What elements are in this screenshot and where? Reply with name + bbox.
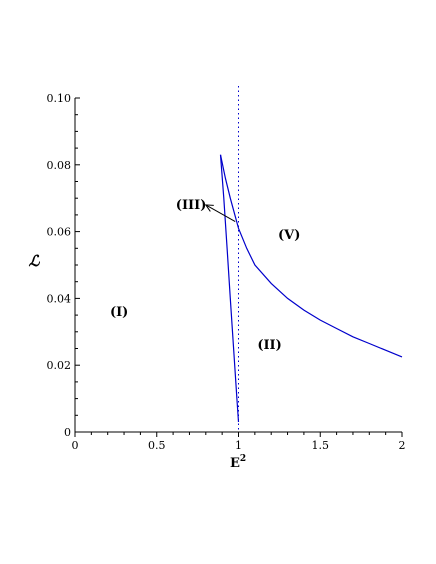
y-axis-label: ℒ xyxy=(29,252,41,270)
y-tick-labels: 0 0.02 0.04 0.06 0.08 0.10 xyxy=(47,92,72,439)
x-ticks xyxy=(74,432,403,437)
y-tick-label: 0.10 xyxy=(47,92,72,105)
y-ticks xyxy=(75,97,80,433)
region-label: (II) xyxy=(257,338,281,353)
region-label: (I) xyxy=(110,305,128,320)
x-tick-label: 0 xyxy=(72,439,79,452)
y-tick-label: 0.06 xyxy=(47,226,72,239)
x-axis-label: E2 xyxy=(230,454,246,471)
arrow-head xyxy=(204,204,214,212)
region-labels: (I) (II) (III) (V) xyxy=(110,198,300,353)
x-tick-label: 1 xyxy=(235,439,242,452)
arrow-shaft xyxy=(205,204,236,223)
region-label: (III) xyxy=(176,198,207,213)
x-tick-labels: 0 0.5 1 1.5 2 xyxy=(72,439,406,452)
y-tick-label: 0 xyxy=(64,426,71,439)
x-tick-label: 1.5 xyxy=(312,439,330,452)
series-group xyxy=(219,154,403,423)
y-tick-label: 0.04 xyxy=(47,292,72,305)
series-line xyxy=(219,154,240,423)
region-label: (V) xyxy=(278,228,300,243)
plot-area: 0 0.5 1 1.5 2 00.020.040.060.080.10 (I)(II)(… xyxy=(47,86,406,452)
x-tick-label: 2 xyxy=(399,439,406,452)
y-tick-label: 0.02 xyxy=(47,359,72,372)
series-line xyxy=(219,154,403,358)
x-tick-label: 0.5 xyxy=(148,439,166,452)
y-tick-label: 0.08 xyxy=(47,159,72,172)
annotation-arrow xyxy=(204,204,236,223)
